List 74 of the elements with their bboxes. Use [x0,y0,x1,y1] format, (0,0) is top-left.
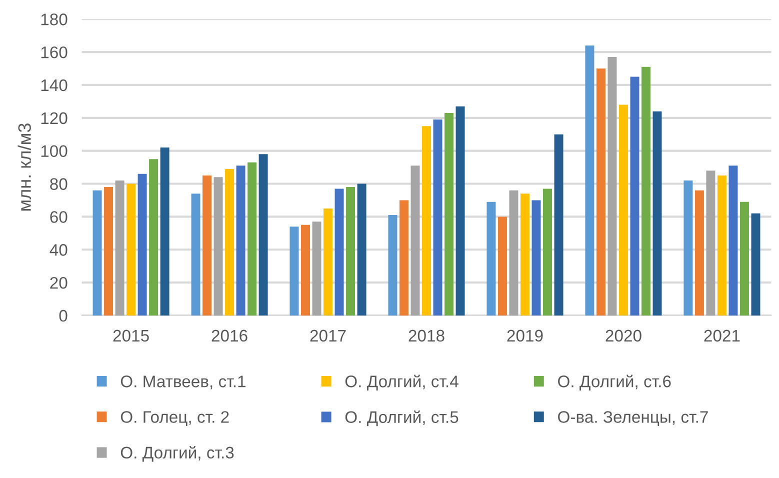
bar [115,180,124,316]
bar [225,168,234,316]
y-tick-label: 40 [50,244,68,256]
x-tick-label: 2020 [606,330,642,342]
bar [346,187,356,316]
bar [410,166,420,316]
bar [160,148,170,316]
bar [532,200,541,316]
y-tick-label: 160 [41,46,68,58]
bar [334,188,344,316]
bar [290,226,299,316]
bar [630,76,640,316]
bar [751,213,760,316]
bar [498,216,507,316]
bar [357,184,366,316]
bar [104,187,114,316]
bar [138,174,147,316]
bar [149,159,158,316]
bar [301,224,310,316]
x-tick-label: 2015 [113,330,149,342]
legend-label: О. Долгий, ст.6 [558,374,671,390]
y-tick-label: 140 [41,79,68,92]
bar [191,194,200,316]
bar [543,188,552,316]
bar [324,208,333,316]
y-tick-label: 20 [50,276,68,289]
bar [717,176,726,316]
bar [433,120,442,316]
bar [126,184,136,316]
bar [388,215,398,316]
bar [728,166,738,316]
x-tick-label: 2021 [704,330,740,342]
bar [585,45,594,316]
legend-label: О. Долгий, ст.4 [345,374,458,390]
bar [236,166,246,316]
y-tick-label: 80 [50,178,68,190]
bar [706,170,716,316]
bar [520,194,530,316]
y-tick-label: 60 [50,211,68,223]
x-tick-label: 2016 [212,330,248,342]
bar [684,180,693,316]
bar [641,66,650,316]
legend-label: О. Долгий, ст.3 [120,446,234,462]
bar [258,154,268,316]
legend-label: О. Голец, ст. 2 [120,411,229,426]
bar [652,111,662,316]
bar [608,56,617,316]
bar [248,162,257,316]
bar [444,112,454,316]
bar [740,202,749,316]
y-tick-label: 180 [41,14,68,26]
bar [509,190,518,316]
bar [399,200,408,316]
bar [554,134,564,316]
legend-label: О. Матвеев, ст.1 [120,376,246,390]
bar [312,222,322,316]
bar [422,126,432,316]
x-tick-label: 2019 [507,330,543,342]
bar [618,104,628,316]
y-tick-label: 120 [41,112,68,124]
y-tick-label: 0 [59,310,68,322]
bar [214,177,223,316]
legend-label: О. Долгий, ст.5 [345,410,458,426]
bar [202,176,212,316]
bar [486,202,496,316]
bar [456,106,465,316]
bar [92,190,102,316]
x-tick-label: 2017 [310,330,346,342]
y-tick-label: 100 [41,145,68,158]
y-axis-title: млн. кл/м3 [18,124,31,211]
bar [596,68,606,316]
legend-label: О-ва. Зеленцы, ст.7 [558,411,708,426]
x-tick-label: 2018 [408,330,444,342]
bar [694,190,704,316]
